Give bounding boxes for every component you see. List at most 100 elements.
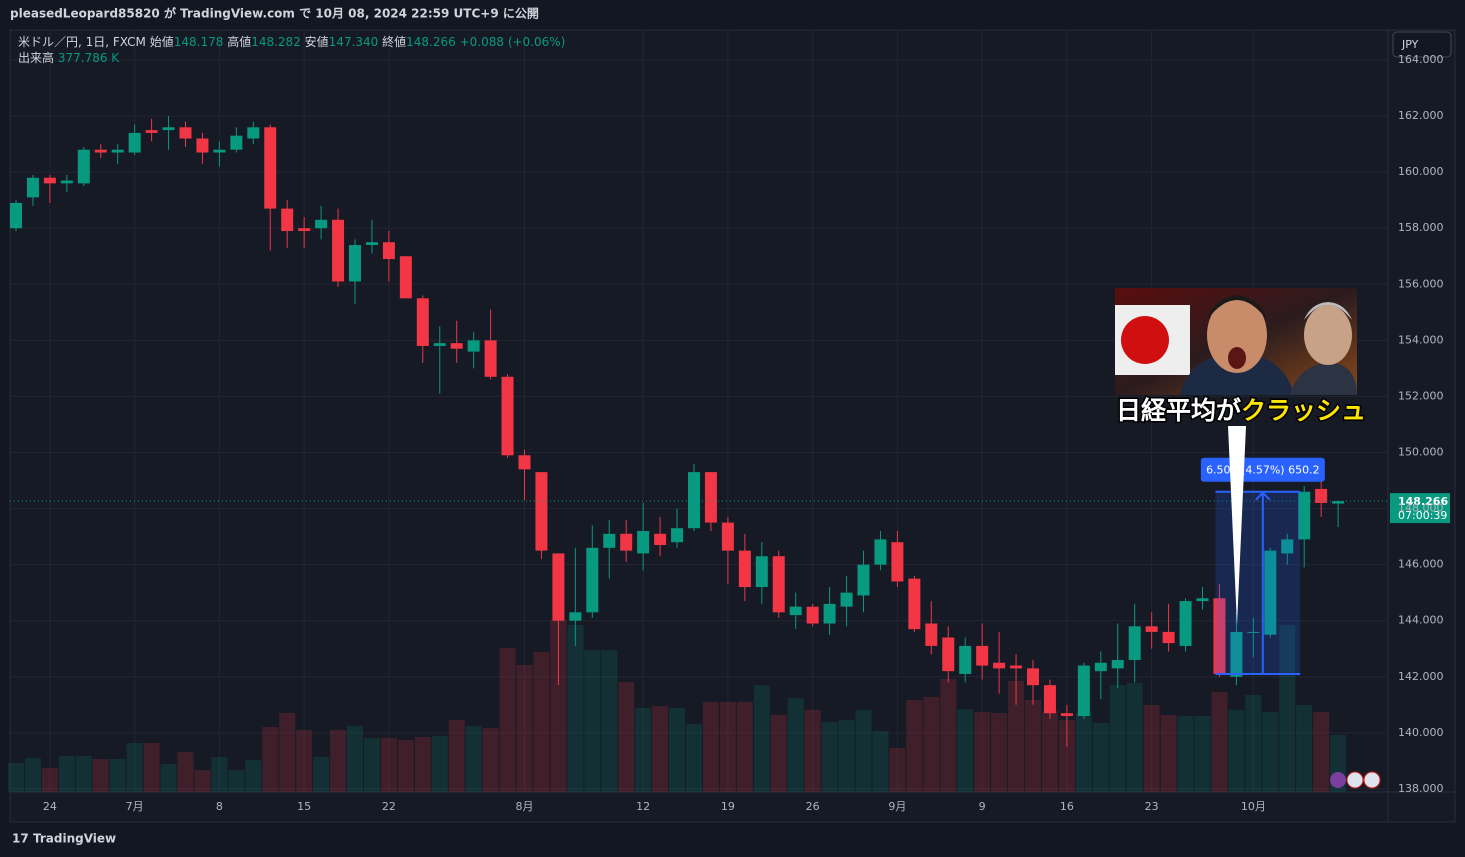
volume-bar — [1296, 704, 1313, 792]
volume-bar — [24, 758, 41, 792]
candle-body — [891, 542, 904, 582]
volume-bar — [1008, 680, 1025, 792]
volume-bar — [499, 647, 516, 792]
volume-bar — [1143, 704, 1160, 792]
y-tick-label: 164.000 — [1398, 53, 1444, 66]
volume-bar — [940, 678, 957, 792]
volume-bar — [669, 707, 686, 792]
chart-panel — [9, 29, 1456, 823]
candle-body — [908, 578, 921, 630]
x-tick-label: 12 — [636, 800, 650, 813]
candle-body — [671, 528, 684, 543]
x-tick-label: 16 — [1060, 800, 1074, 813]
y-tick-label: 162.000 — [1398, 109, 1444, 122]
volume-bar — [194, 769, 211, 792]
caption-white: 日経平均が — [1116, 396, 1241, 425]
volume-legend: 出来高 377.786 K — [18, 50, 120, 65]
candle-body — [467, 340, 480, 352]
x-tick-label: 8 — [216, 800, 223, 813]
volume-bar — [957, 709, 974, 792]
caption: 日経平均がクラッシュ — [1116, 396, 1366, 425]
candle-body — [823, 603, 836, 624]
volume-bar — [279, 712, 296, 792]
y-tick-label: 158.000 — [1398, 221, 1444, 234]
candle-body — [586, 547, 599, 613]
candle-body — [1332, 501, 1345, 504]
volume-bar — [1279, 624, 1296, 792]
x-tick-label: 26 — [806, 800, 820, 813]
candle-body — [603, 533, 616, 548]
volume-bar — [143, 742, 160, 792]
volume-bar — [126, 742, 143, 792]
candle-body — [179, 127, 192, 139]
countdown-label: 07:00:39 — [1398, 509, 1447, 522]
volume-bar — [1194, 715, 1211, 792]
volume-bar — [753, 685, 770, 792]
icon — [1346, 771, 1364, 789]
volume-layer — [8, 620, 1347, 792]
candle-body — [332, 219, 345, 282]
candle-body — [1077, 665, 1090, 717]
candle-body — [772, 556, 785, 613]
person2-body — [1290, 362, 1357, 395]
volume-bar — [262, 726, 279, 792]
volume-bar — [431, 736, 448, 792]
candle-body — [145, 130, 158, 133]
candle-body — [755, 556, 768, 588]
volume-bar — [347, 725, 363, 792]
candle-layer — [10, 116, 1345, 747]
volume-bar — [1177, 715, 1194, 792]
volume-bar — [1058, 720, 1075, 792]
candle-body — [43, 177, 56, 184]
volume-bar — [567, 624, 584, 792]
candle-body — [196, 138, 209, 153]
candle-body — [1128, 626, 1141, 660]
volume-bar — [601, 650, 618, 792]
volume-bar — [330, 729, 347, 792]
low-value: 147.340 — [329, 35, 379, 49]
person-hair — [1207, 295, 1267, 320]
person-face — [1207, 297, 1267, 373]
volume-bar — [533, 651, 550, 792]
candle-body — [501, 376, 514, 456]
volume-bar — [838, 720, 855, 792]
candle-body — [77, 149, 90, 184]
candle-body — [738, 550, 751, 588]
close-value: 148.266 — [406, 35, 456, 49]
x-tick-label: 24 — [43, 800, 57, 813]
high-value: 148.282 — [251, 35, 301, 49]
measure-arrowhead — [1255, 491, 1271, 501]
candle-body — [213, 149, 226, 153]
candle-body — [111, 149, 124, 153]
volume-bar — [363, 737, 380, 792]
candle-body — [1315, 488, 1328, 503]
open-value: 148.178 — [174, 35, 224, 49]
volume-bar — [821, 721, 838, 792]
volume-bar — [1025, 699, 1041, 792]
currency-button[interactable] — [1392, 31, 1452, 58]
measure-box — [1215, 491, 1301, 674]
last-price-label: 148.266 — [1398, 495, 1448, 508]
volume-bar — [974, 712, 991, 792]
candle-body — [721, 522, 734, 551]
candle-body — [382, 242, 395, 260]
candle-body — [1010, 665, 1023, 669]
candle-body — [1027, 668, 1039, 686]
volume-bar — [177, 752, 194, 792]
volume-bar — [1126, 682, 1143, 792]
volume-bar — [482, 728, 499, 792]
volume-bar — [787, 698, 804, 792]
candle-body — [484, 340, 497, 377]
volume-value: 377.786 K — [58, 51, 120, 65]
volume-bar — [1041, 710, 1058, 792]
candle-body — [993, 662, 1006, 669]
candle-body — [298, 228, 311, 232]
volume-bar — [211, 756, 228, 792]
x-tick-label: 8月 — [516, 800, 534, 813]
candle-body — [315, 219, 328, 229]
volume-bar — [465, 725, 482, 792]
y-tick-label: 144.000 — [1398, 614, 1444, 627]
low-label: 安値 — [305, 34, 329, 49]
volume-bar — [313, 756, 330, 792]
